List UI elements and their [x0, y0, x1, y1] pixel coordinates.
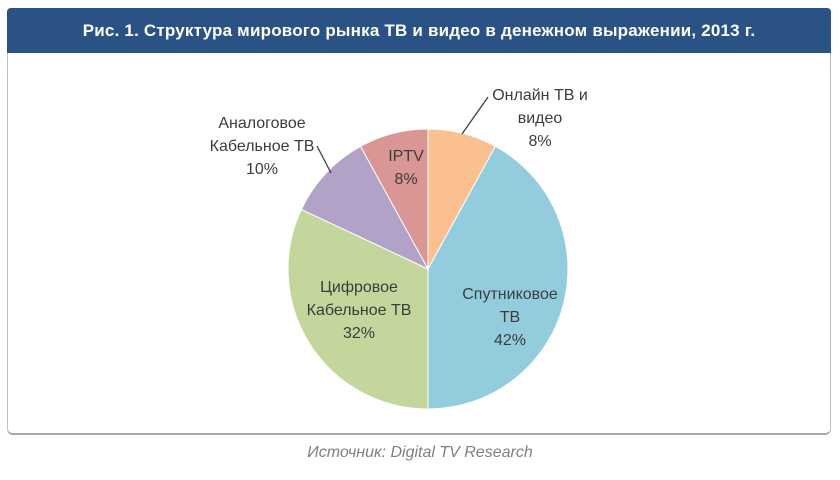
figure-header: Рис. 1. Структура мирового рынка ТВ и ви…	[7, 8, 831, 53]
pie-label-online-tv-video: Онлайн ТВ и видео 8%	[492, 87, 588, 150]
pie-label-iptv: IPTV 8%	[388, 148, 424, 188]
pie-label-satellite-tv: Спутниковое ТВ 42%	[462, 286, 558, 349]
pie-label-digital-cable-tv: Цифровое Кабельное ТВ 32%	[306, 279, 412, 342]
figure-title: Рис. 1. Структура мирового рынка ТВ и ви…	[82, 20, 756, 40]
source-caption: Источник: Digital TV Research	[307, 444, 533, 461]
figure-card: Рис. 1. Структура мирового рынка ТВ и ви…	[7, 8, 831, 435]
pie-label-analog-cable-tv: Аналоговое Кабельное ТВ 10%	[209, 115, 315, 178]
